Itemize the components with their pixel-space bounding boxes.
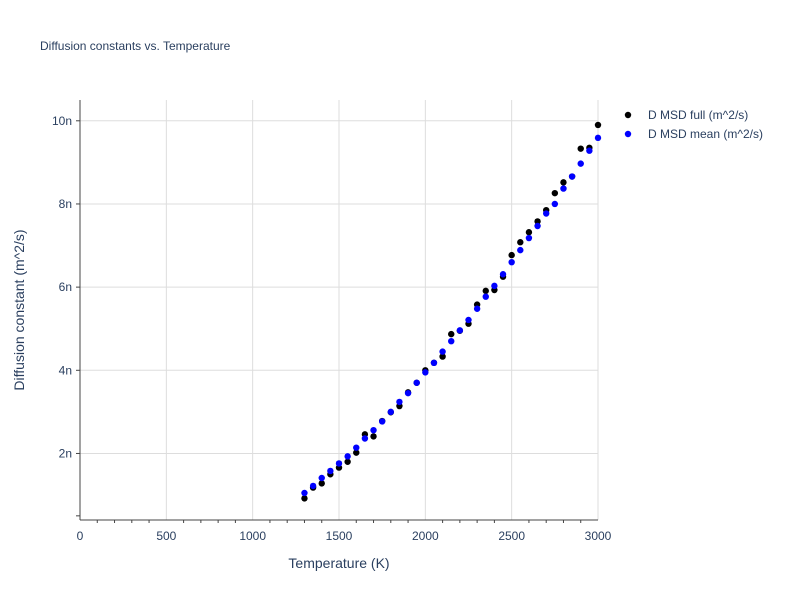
x-tick-label: 0 — [77, 529, 84, 543]
chart-title: Diffusion constants vs. Temperature — [40, 39, 231, 53]
y-tick-label: 4n — [59, 363, 72, 377]
data-point — [301, 489, 308, 497]
data-point — [508, 251, 515, 259]
y-tick-label: 2n — [59, 446, 72, 460]
data-point — [508, 258, 515, 266]
data-point — [517, 246, 524, 254]
data-point — [439, 353, 446, 360]
data-point — [517, 239, 524, 246]
data-point — [396, 398, 403, 406]
data-point — [456, 327, 464, 334]
data-point — [448, 337, 455, 345]
data-point — [534, 222, 541, 230]
data-point — [499, 271, 507, 278]
data-point — [361, 435, 369, 442]
data-point — [422, 369, 429, 376]
data-point — [301, 495, 308, 502]
data-point — [344, 453, 351, 460]
grid-lines — [80, 100, 599, 520]
data-point — [543, 210, 550, 217]
x-tick-label: 2000 — [412, 529, 439, 543]
data-point — [318, 480, 325, 487]
legend-marker — [624, 111, 632, 119]
data-point — [353, 449, 360, 456]
data-point — [370, 433, 377, 440]
data-point — [413, 379, 420, 386]
legend-label: D MSD mean (m^2/s) — [648, 127, 763, 141]
data-point — [577, 145, 584, 152]
legend-marker — [624, 130, 632, 138]
data-point — [448, 330, 455, 338]
data-point — [465, 316, 472, 324]
series-2 — [301, 134, 602, 497]
x-tick-label: 2500 — [498, 529, 525, 543]
data-point — [439, 348, 446, 355]
data-points — [301, 121, 602, 502]
data-point — [551, 200, 559, 208]
data-point — [534, 218, 541, 225]
data-point — [370, 426, 377, 434]
data-point — [318, 474, 325, 482]
data-point — [378, 418, 386, 425]
data-point — [482, 287, 489, 295]
legend-label: D MSD full (m^2/s) — [648, 108, 748, 122]
data-point — [577, 160, 584, 167]
legend-item-2[interactable]: D MSD mean (m^2/s) — [624, 127, 763, 141]
x-tick-label: 1000 — [239, 529, 266, 543]
data-point — [327, 467, 334, 475]
series-1 — [301, 121, 602, 502]
x-axis-title: Temperature (K) — [288, 555, 389, 571]
data-point — [309, 482, 317, 490]
axes: 0 500 1000 1500 2000 2500 3000 2n 4n 6n 8n 10n — [52, 100, 612, 543]
data-point — [525, 229, 533, 236]
x-tick-label: 1500 — [326, 529, 353, 543]
data-point — [335, 460, 343, 467]
y-tick-label: 6n — [59, 280, 72, 294]
legend-item-1[interactable]: D MSD full (m^2/s) — [624, 108, 749, 122]
data-point — [594, 134, 602, 142]
data-point — [586, 147, 593, 154]
data-point — [482, 293, 489, 300]
data-point — [353, 444, 360, 451]
data-point — [568, 173, 576, 180]
x-tick-label: 500 — [156, 529, 176, 543]
y-axis-title: Diffusion constant (m^2/s) — [11, 229, 27, 390]
y-tick-label: 10n — [52, 114, 72, 128]
data-point — [404, 389, 412, 397]
data-point — [387, 408, 394, 416]
data-point — [560, 179, 567, 186]
legend[interactable]: D MSD full (m^2/s) D MSD mean (m^2/s) — [624, 108, 763, 141]
data-point — [430, 359, 438, 367]
data-point — [525, 234, 533, 242]
data-point — [594, 121, 602, 129]
data-point — [491, 282, 498, 290]
data-point — [344, 458, 351, 465]
data-point — [551, 189, 559, 197]
data-point — [473, 305, 481, 312]
x-tick-label: 3000 — [585, 529, 612, 543]
y-tick-label: 8n — [59, 197, 72, 211]
data-point — [560, 185, 567, 192]
